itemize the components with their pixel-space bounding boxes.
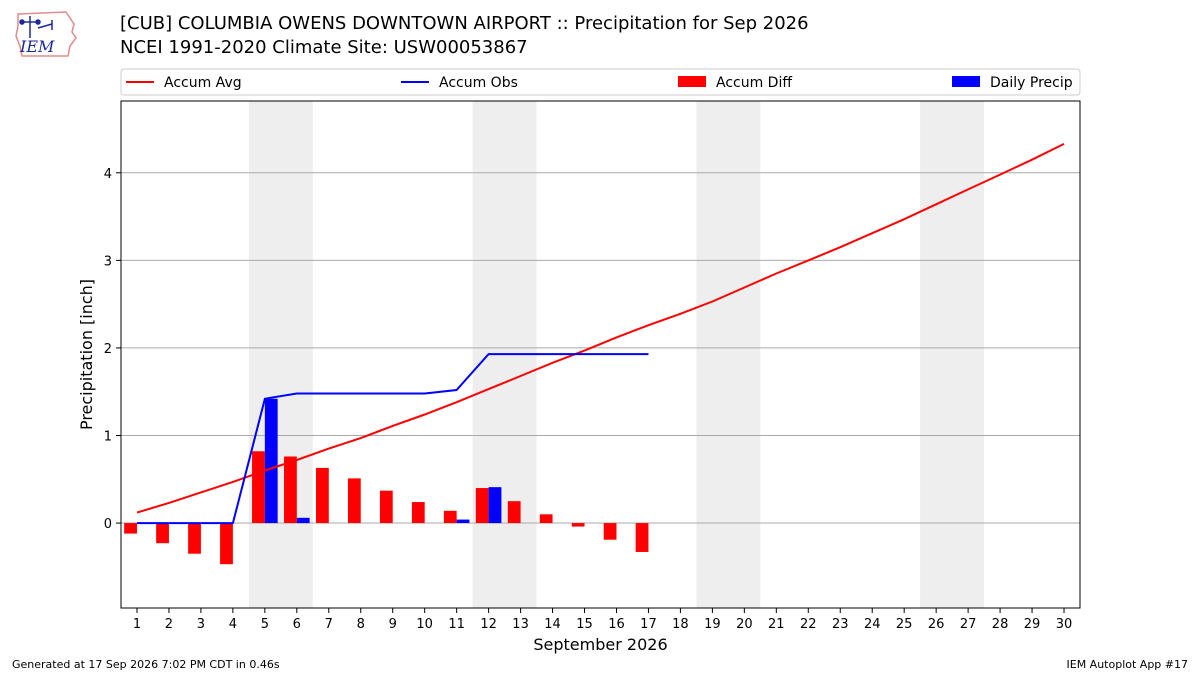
x-tick-label: 2: [165, 617, 173, 632]
x-tick-label: 24: [864, 617, 881, 632]
generated-timestamp: Generated at 17 Sep 2026 7:02 PM CDT in …: [12, 658, 280, 671]
accum-diff-bar: [571, 523, 585, 527]
legend-daily-precip-swatch: [952, 76, 980, 87]
x-tick-label: 6: [293, 617, 301, 632]
x-tick-label: 8: [357, 617, 365, 632]
legend-accum-diff-label: Accum Diff: [716, 75, 792, 91]
logo-text: IEM: [19, 37, 55, 56]
accum-diff-bar: [603, 523, 617, 540]
iowa-outline: [15, 11, 77, 57]
daily-precip-bar: [264, 398, 278, 524]
x-tick-label: 17: [640, 617, 657, 632]
accum-diff-bar: [284, 456, 297, 524]
x-tick-label: 13: [512, 617, 529, 632]
x-tick-label: 12: [480, 617, 497, 632]
x-tick-label: 21: [768, 617, 785, 632]
accum-diff-bar: [347, 478, 361, 524]
weekend-shade: [248, 101, 313, 608]
x-tick-label: 30: [1056, 617, 1073, 632]
x-tick-label: 11: [448, 617, 465, 632]
x-axis-label: September 2026: [533, 635, 667, 654]
daily-precip-bar: [488, 487, 502, 524]
accum-diff-bar: [220, 523, 233, 565]
accum-diff-bar: [475, 488, 489, 524]
x-tick-label: 4: [229, 617, 237, 632]
y-tick-label: 0: [104, 517, 112, 532]
accum-diff-bar: [379, 490, 393, 524]
x-tick-label: 18: [672, 617, 689, 632]
accum-diff-bar: [188, 523, 201, 554]
x-tick-label: 7: [325, 617, 333, 632]
legend-accum-diff-swatch: [678, 76, 706, 87]
x-tick-label: 23: [832, 617, 849, 632]
accum-diff-bar: [411, 502, 425, 524]
x-tick-label: 29: [1024, 617, 1041, 632]
x-tick-label: 9: [389, 617, 397, 632]
accum-diff-bar: [315, 467, 329, 524]
legend: Accum Avg Accum Obs Accum Diff Daily Precip: [120, 68, 1081, 96]
y-tick-label: 3: [104, 254, 112, 269]
x-tick-label: 16: [608, 617, 625, 632]
accum-diff-bar: [124, 523, 137, 534]
weather-station-icon: [19, 16, 53, 38]
legend-daily-precip-label: Daily Precip: [990, 75, 1073, 91]
x-tick-label: 27: [960, 617, 977, 632]
accum-diff-bar: [252, 451, 265, 524]
iem-logo: IEM: [8, 6, 82, 60]
x-tick-label: 19: [704, 617, 721, 632]
chart-subtitle: NCEI 1991-2020 Climate Site: USW00053867: [120, 37, 528, 58]
weekend-shade: [920, 101, 985, 608]
legend-box: [120, 68, 1081, 96]
x-tick-label: 20: [736, 617, 753, 632]
accum-obs-line: [137, 353, 649, 525]
x-tick-label: 28: [992, 617, 1009, 632]
accum-avg-line: [136, 143, 1065, 514]
x-tick-label: 3: [197, 617, 205, 632]
weekend-shade: [696, 101, 761, 608]
x-tick-label: 10: [416, 617, 433, 632]
legend-accum-obs-label: Accum Obs: [439, 75, 518, 91]
y-tick-label: 2: [104, 342, 112, 357]
x-tick-label: 25: [896, 617, 913, 632]
x-tick-label: 15: [576, 617, 593, 632]
x-tick-label: 26: [928, 617, 945, 632]
accum-diff-bar: [507, 501, 521, 524]
daily-precip-bar: [296, 517, 310, 524]
app-label: IEM Autoplot App #17: [1066, 658, 1189, 671]
accum-diff-bar: [539, 514, 553, 524]
y-tick-label: 4: [104, 167, 112, 182]
accum-diff-bar: [443, 510, 457, 524]
y-axis-label: Precipitation [inch]: [77, 279, 96, 430]
accum-diff-bar: [635, 523, 649, 552]
plot-frame: [120, 100, 1081, 609]
x-tick-label: 5: [261, 617, 269, 632]
x-tick-label: 14: [544, 617, 561, 632]
x-tick-label: 1: [133, 617, 141, 632]
chart-title: [CUB] COLUMBIA OWENS DOWNTOWN AIRPORT ::…: [120, 13, 809, 34]
accum-diff-bar: [156, 523, 169, 544]
daily-precip-bar: [456, 519, 470, 524]
y-tick-label: 1: [104, 429, 112, 444]
legend-accum-avg-label: Accum Avg: [164, 75, 242, 91]
x-tick-label: 22: [800, 617, 817, 632]
